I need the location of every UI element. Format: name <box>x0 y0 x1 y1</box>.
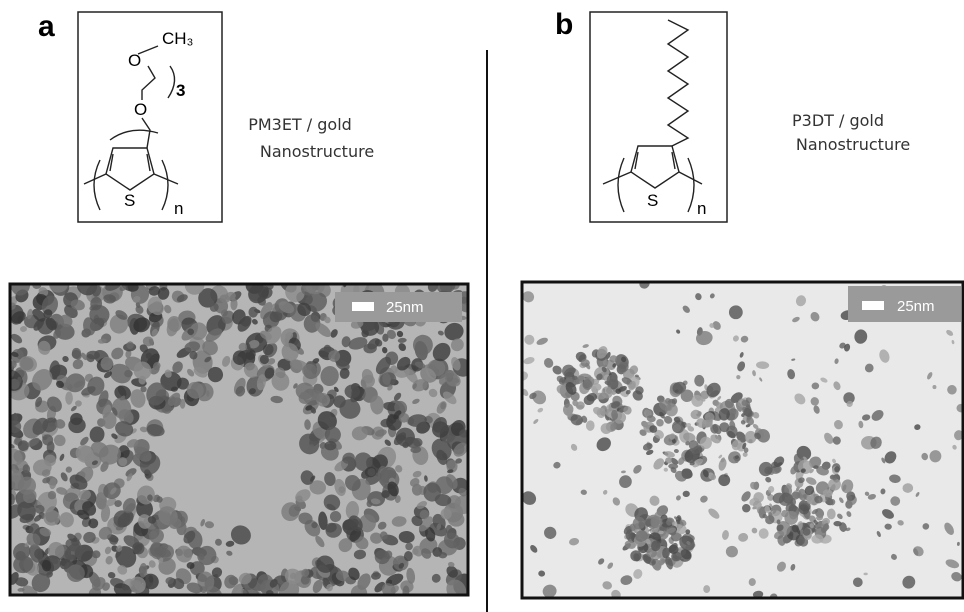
structure-box <box>590 12 727 222</box>
particle <box>296 383 314 400</box>
particle <box>602 386 613 398</box>
caption-line: P3DT / gold <box>792 111 884 130</box>
scale-bar <box>862 301 884 310</box>
figure: a CH₃ O 3 O S n PM3ET / gold Nanostructu… <box>0 0 964 612</box>
caption-line: Nanostructure <box>260 142 374 161</box>
tem-image <box>516 276 964 602</box>
atom-label: O <box>128 51 141 70</box>
atom-label: CH₃ <box>162 29 193 48</box>
panel-label: b <box>555 8 573 41</box>
particle <box>823 489 833 497</box>
panel-label: a <box>38 10 55 43</box>
caption-line: Nanostructure <box>796 135 910 154</box>
caption-line: PM3ET / gold <box>248 115 352 134</box>
scale-bar-label: 25nm <box>386 299 424 316</box>
scale-bar <box>352 302 374 311</box>
atom-label: S <box>124 191 135 210</box>
atom-label: n <box>697 199 706 218</box>
particle <box>703 585 710 593</box>
atom-label: 3 <box>176 81 185 100</box>
atom-label: O <box>134 100 147 119</box>
atom-label: n <box>174 199 183 218</box>
scale-bar-label: 25nm <box>897 298 935 315</box>
structure-box <box>78 12 222 222</box>
particle <box>180 399 185 409</box>
particle <box>75 400 82 406</box>
particle <box>65 392 73 405</box>
atom-label: S <box>647 191 658 210</box>
